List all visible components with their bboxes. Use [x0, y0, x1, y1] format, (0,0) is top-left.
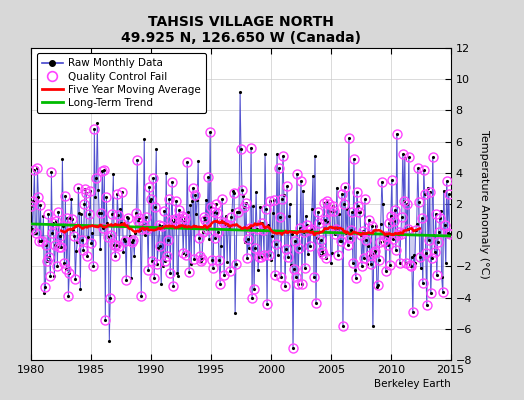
Legend: Raw Monthly Data, Quality Control Fail, Five Year Moving Average, Long-Term Tren: Raw Monthly Data, Quality Control Fail, … [37, 53, 206, 113]
Text: Berkeley Earth: Berkeley Earth [374, 379, 451, 389]
Y-axis label: Temperature Anomaly (°C): Temperature Anomaly (°C) [478, 130, 489, 278]
Title: TAHSIS VILLAGE NORTH
49.925 N, 126.650 W (Canada): TAHSIS VILLAGE NORTH 49.925 N, 126.650 W… [121, 15, 361, 46]
